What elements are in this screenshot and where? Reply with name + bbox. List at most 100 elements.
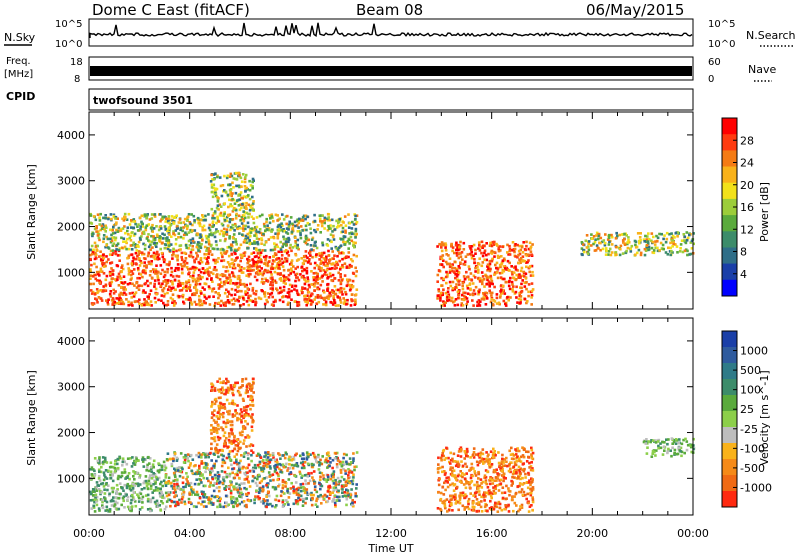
data-cell [317, 287, 321, 291]
data-cell [240, 216, 244, 219]
data-cell [235, 412, 238, 415]
data-cell [213, 210, 217, 213]
data-cell [629, 247, 632, 251]
data-cell [106, 303, 110, 306]
data-cell [316, 460, 319, 464]
data-cell [277, 250, 280, 254]
data-cell [187, 466, 191, 469]
data-cell [301, 216, 305, 219]
data-cell [485, 276, 489, 280]
data-cell [307, 452, 310, 456]
data-cell [180, 271, 184, 275]
data-cell [329, 267, 332, 271]
data-cell [483, 285, 486, 288]
data-cell [262, 498, 265, 501]
data-cell [165, 500, 169, 503]
data-cell [99, 258, 103, 261]
data-cell [249, 204, 252, 208]
data-cell [350, 471, 354, 474]
data-cell [110, 253, 114, 256]
data-cell [181, 476, 185, 479]
data-cell [442, 302, 446, 305]
data-cell [277, 263, 281, 267]
data-cell [195, 303, 198, 306]
data-cell [301, 229, 304, 232]
data-cell [161, 237, 165, 240]
data-cell [205, 249, 208, 252]
data-cell [143, 486, 146, 490]
data-cell [92, 488, 96, 492]
data-cell [114, 222, 118, 226]
data-cell [218, 496, 221, 500]
data-cell [162, 260, 166, 264]
data-cell [223, 280, 226, 284]
data-cell [504, 304, 508, 307]
data-cell [93, 262, 96, 266]
data-cell [305, 298, 309, 301]
data-cell [116, 242, 120, 245]
data-cell [203, 453, 207, 456]
data-cell [199, 270, 203, 274]
data-cell [152, 489, 156, 492]
data-cell [336, 224, 340, 227]
data-cell [297, 278, 301, 282]
data-cell [102, 257, 105, 260]
data-cell [102, 485, 106, 488]
data-cell [287, 478, 291, 481]
data-cell [319, 294, 322, 298]
data-cell [182, 302, 186, 305]
data-cell [123, 460, 126, 464]
data-cell [299, 231, 302, 235]
data-cell [211, 476, 214, 479]
data-cell [448, 257, 452, 260]
data-cell [282, 237, 286, 241]
data-cell [461, 284, 464, 288]
data-cell [610, 233, 613, 237]
data-cell [442, 277, 445, 281]
data-cell [222, 265, 225, 269]
data-cell [117, 497, 120, 500]
data-cell [255, 262, 259, 266]
data-cell [101, 290, 104, 293]
data-cell [274, 281, 278, 284]
data-cell [451, 287, 455, 290]
data-cell [226, 418, 229, 422]
data-cell [222, 505, 225, 509]
data-cell [258, 271, 262, 275]
data-cell [177, 486, 181, 490]
data-cell [193, 300, 197, 304]
data-cell [234, 252, 237, 256]
data-cell [237, 465, 241, 468]
data-cell [313, 261, 317, 265]
data-cell [174, 475, 177, 479]
data-cell [610, 243, 614, 246]
data-cell [225, 398, 229, 402]
data-cell [94, 297, 97, 300]
data-cell [172, 304, 176, 307]
data-cell [446, 290, 450, 294]
data-cell [332, 257, 335, 260]
data-cell [474, 270, 477, 273]
data-cell [441, 293, 444, 296]
data-cell [188, 464, 192, 467]
data-cell [220, 299, 223, 303]
data-cell [89, 221, 93, 225]
data-cell [113, 466, 117, 470]
data-cell [327, 254, 331, 257]
data-cell [614, 245, 618, 249]
data-cell [181, 481, 185, 485]
data-cell [231, 471, 234, 475]
data-cell [599, 241, 602, 245]
data-cell [236, 277, 240, 281]
data-cell [95, 485, 98, 489]
data-cell [144, 479, 148, 483]
data-cell [217, 406, 221, 409]
data-cell [597, 234, 600, 238]
data-cell [271, 288, 275, 292]
data-cell [281, 480, 285, 484]
data-cell [166, 303, 170, 306]
data-cell [520, 260, 524, 263]
data-cell [120, 246, 124, 250]
data-cell [122, 495, 126, 498]
data-cell [178, 218, 182, 221]
